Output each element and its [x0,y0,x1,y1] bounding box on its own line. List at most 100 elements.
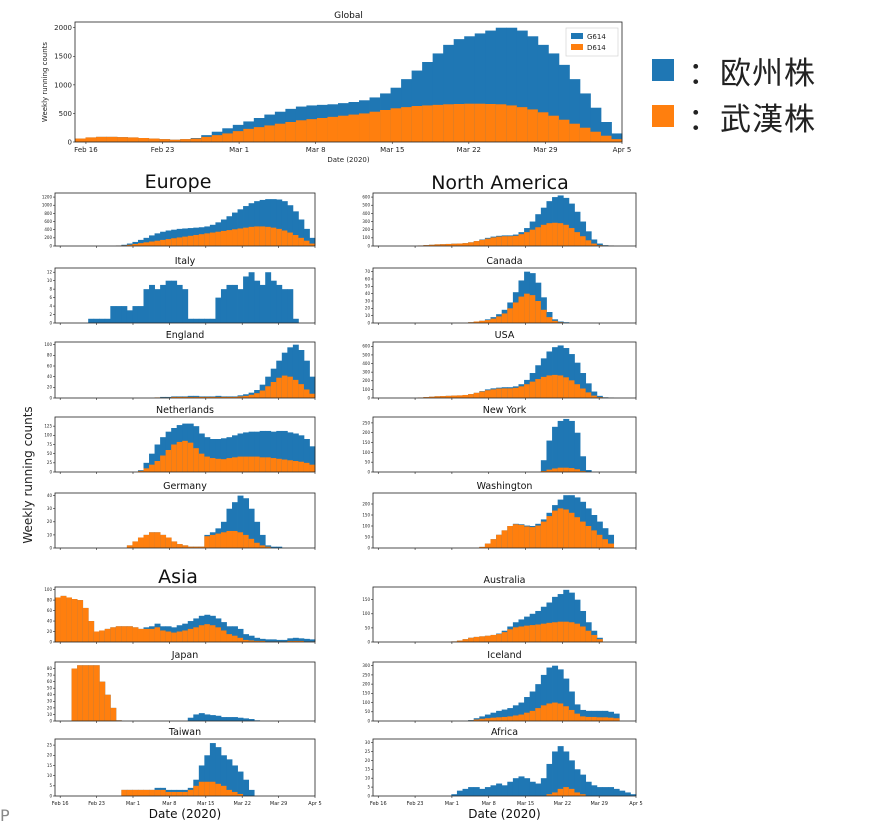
bar-d614 [485,636,491,642]
bar-d614 [422,105,433,142]
x-tick-label: Feb 23 [407,801,424,807]
bar-d614 [215,459,221,472]
bar-d614 [232,531,238,548]
bar-d614 [580,716,586,721]
y-tick-label: 100 [44,587,52,592]
legend-row-european: ：欧州株 [652,50,816,90]
y-tick-label: 25 [47,743,53,748]
bar-d614 [535,708,541,721]
bar-g614 [507,782,513,796]
bar-g614 [282,289,288,323]
bar-d614 [412,106,423,142]
y-tick-label: 10 [47,278,53,283]
bar-g614 [160,285,166,323]
chart-title: USA [495,330,515,341]
bar-d614 [221,532,227,548]
bar-d614 [463,395,469,398]
bar-d614 [254,127,265,142]
bar-d614 [518,386,524,398]
bar-d614 [265,457,271,472]
bar-d614 [182,237,188,246]
bar-d614 [204,536,210,548]
bar-d614 [232,229,238,246]
y-tick-label: 75 [47,442,53,447]
y-tick-label: 25 [365,749,371,754]
bar-d614 [558,622,564,642]
y-tick-label: 50 [365,625,371,630]
bar-d614 [282,460,288,472]
bar-d614 [517,107,528,142]
bar-g614 [121,306,127,323]
bar-d614 [77,665,83,721]
bar-g614 [249,272,255,323]
y-tick-label: 70 [365,269,371,274]
bar-d614 [475,104,486,142]
bar-d614 [548,116,559,142]
bar-d614 [485,718,491,721]
bar-g614 [238,718,244,721]
y-tick-label: 500 [362,203,370,208]
inner-legend-label: D614 [587,44,606,52]
y-tick-label: 600 [362,344,370,349]
bar-d614 [144,468,150,472]
bar-g614 [94,319,100,323]
bar-d614 [569,124,580,142]
bar-d614 [132,627,138,642]
x-tick-label: Feb 16 [74,146,98,154]
y-tick-label: 400 [362,361,370,366]
bar-d614 [193,627,199,642]
bar-d614 [546,317,552,323]
bar-d614 [215,534,221,548]
bar-g614 [254,281,260,323]
y-tick-label: 50 [47,686,53,691]
bar-d614 [232,792,238,796]
bar-g614 [116,306,122,323]
bar-d614 [507,236,513,246]
y-tick-label: 30 [47,506,53,511]
bar-g614 [155,289,161,323]
y-tick-label: 100 [44,342,52,347]
y-tick-label: 80 [47,353,53,358]
bar-d614 [249,395,255,398]
bar-d614 [558,789,564,796]
bar-d614 [221,630,227,642]
chart-title: Africa [491,727,518,738]
y-tick-label: 100 [362,450,370,455]
y-tick-label: 200 [362,682,370,687]
bar-d614 [524,384,530,398]
y-tick-label: 2 [49,312,52,317]
bar-d614 [282,376,288,398]
section-title-europe: Europe [145,171,212,193]
y-tick-label: 40 [365,291,371,296]
bar-d614 [210,535,216,548]
bar-d614 [538,112,549,142]
x-tick-label: Mar 22 [554,801,571,807]
bar-g614 [552,751,558,796]
bar-d614 [597,639,603,642]
bar-d614 [177,544,183,548]
bar-d614 [121,626,127,642]
bar-d614 [463,243,469,246]
y-tick-label: 60 [47,608,53,613]
bar-g614 [524,778,530,796]
y-tick-label: 150 [362,597,370,602]
bar-g614 [232,285,238,323]
bar-d614 [433,105,444,142]
bar-d614 [535,625,541,642]
bar-d614 [563,706,569,721]
bar-d614 [502,236,508,246]
bar-d614 [513,302,519,323]
bar-d614 [597,535,603,548]
y-tick-label: 2000 [54,24,72,32]
bar-d614 [546,375,552,398]
bar-d614 [569,513,575,548]
bar-d614 [614,718,620,721]
bar-d614 [110,627,116,642]
bar-d614 [127,790,133,796]
bar-d614 [210,625,216,642]
y-tick-label: 250 [362,420,370,425]
bar-d614 [254,457,260,472]
bar-d614 [226,458,232,472]
